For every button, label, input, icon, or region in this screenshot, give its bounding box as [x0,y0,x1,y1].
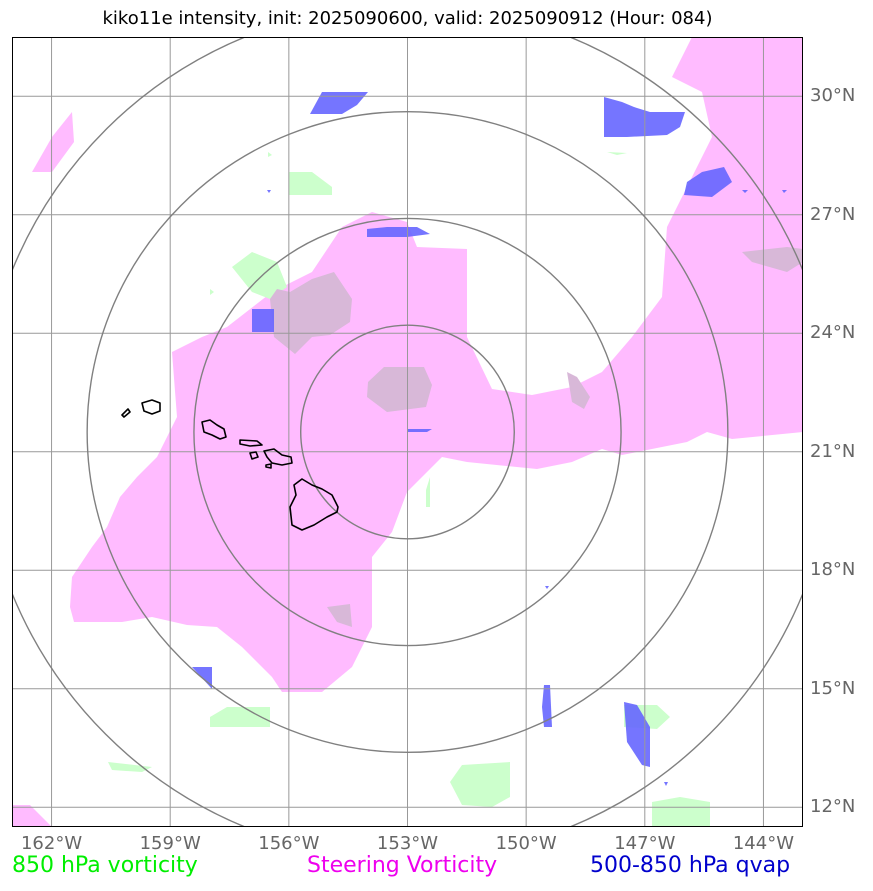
qvap-region [684,167,732,197]
qvap-region [782,190,787,193]
longitude-label: 150°W [495,833,557,854]
range-ring [86,110,729,754]
vorticity-850-region [652,797,710,827]
island-kauai [141,399,161,415]
vorticity-850-region [210,707,270,727]
island-lanai [249,451,259,460]
latitude-label: 15°N [810,677,856,699]
island-kahoolawe [265,463,272,469]
latitude-label: 30°N [810,85,856,107]
qvap-region [252,309,274,332]
longitude-label: 156°W [258,833,320,854]
map-frame [12,37,803,827]
qvap-region [742,190,748,193]
latitude-label: 27°N [810,203,856,225]
latitude-label: 21°N [810,440,856,462]
map-title: kiko11e intensity, init: 2025090600, val… [102,8,713,29]
vorticity-850-region [210,289,214,295]
island-niihau [121,408,131,418]
qvap-region [664,782,668,786]
longitude-label: 153°W [376,833,439,854]
latitude-label: 12°N [810,796,856,818]
longitude-label: 144°W [732,833,795,854]
qvap-region [545,586,549,589]
steering-vorticity-region [12,805,52,827]
island-maui [263,448,293,466]
legend-qvap: 500-850 hPa qvap [590,853,791,878]
overlap-region [567,372,590,409]
vorticity-850-layer [108,152,710,827]
latitude-label: 18°N [810,559,856,581]
range-ring [300,324,515,540]
steering-vorticity-region [70,37,803,692]
longitude-label: 162°W [20,833,83,854]
vorticity-850-region [450,762,510,807]
qvap-region [624,702,650,767]
longitude-label: 159°W [139,833,201,854]
legend-steering-vorticity: Steering Vorticity [307,853,498,878]
qvap-region [407,429,432,432]
vorticity-850-region [232,252,287,299]
overlap-region [367,367,432,412]
range-ring [193,217,622,647]
qvap-region [367,227,430,237]
vorticity-850-region [426,477,430,507]
vorticity-850-region [289,172,332,195]
map-canvas [12,37,803,827]
qvap-region [267,190,271,193]
vorticity-850-region [268,152,272,157]
overlap-region [742,247,803,272]
steering-vorticity-region [32,112,74,172]
legend-850-vorticity: 850 hPa vorticity [12,853,198,878]
latitude-label: 24°N [810,322,856,344]
overlap-region [327,604,352,627]
graticule [12,37,803,827]
steering-vorticity-layer [12,37,803,827]
range-rings [12,37,803,827]
island-molokai [239,439,263,447]
map-border [12,37,803,827]
island-oahu [201,419,227,440]
island-hawaii [289,478,339,531]
longitude-label: 147°W [614,833,676,854]
hawaii-coastline [121,399,339,531]
vorticity-850-region [607,152,627,155]
qvap-region [310,92,368,114]
vorticity-850-region [108,762,152,772]
qvap-region [542,685,552,727]
